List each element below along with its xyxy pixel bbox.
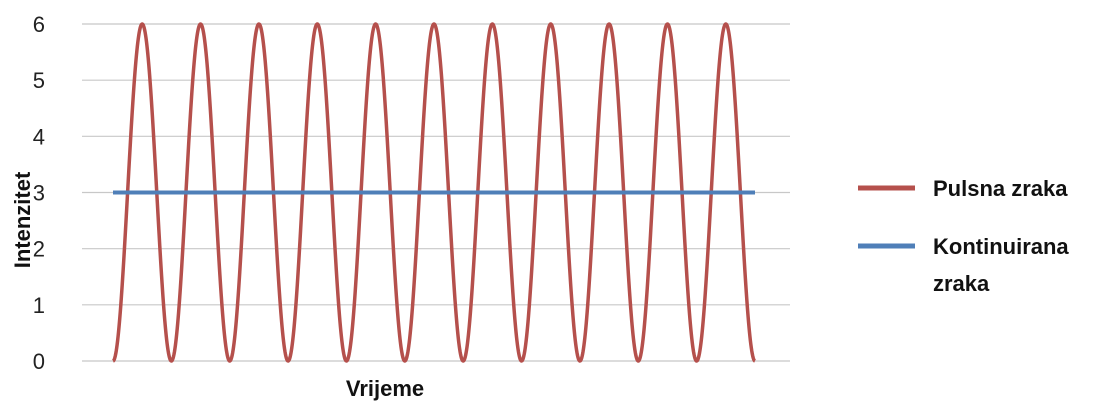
y-axis-title: Intenzitet bbox=[10, 171, 35, 268]
y-tick-label: 4 bbox=[33, 124, 45, 149]
y-tick-label: 2 bbox=[33, 237, 45, 262]
x-axis-title: Vrijeme bbox=[346, 376, 424, 401]
legend-label-kontinuirana-line1: Kontinuirana bbox=[933, 234, 1069, 259]
y-tick-label: 5 bbox=[33, 68, 45, 93]
legend-label-kontinuirana-line2: zraka bbox=[933, 271, 990, 296]
series-layer bbox=[111, 22, 757, 363]
y-tick-label: 0 bbox=[33, 349, 45, 374]
y-tick-label: 6 bbox=[33, 12, 45, 37]
y-tick-labels: 0 1 2 3 4 5 6 bbox=[33, 12, 45, 374]
legend-label-kontinuirana: Kontinuirana zraka bbox=[933, 234, 1075, 296]
series-line-pulsna-zraka bbox=[111, 22, 757, 363]
legend: Pulsna zraka Kontinuirana zraka bbox=[858, 176, 1075, 296]
y-tick-label: 3 bbox=[33, 181, 45, 206]
y-tick-label: 1 bbox=[33, 293, 45, 318]
legend-label-pulsna: Pulsna zraka bbox=[933, 176, 1068, 201]
